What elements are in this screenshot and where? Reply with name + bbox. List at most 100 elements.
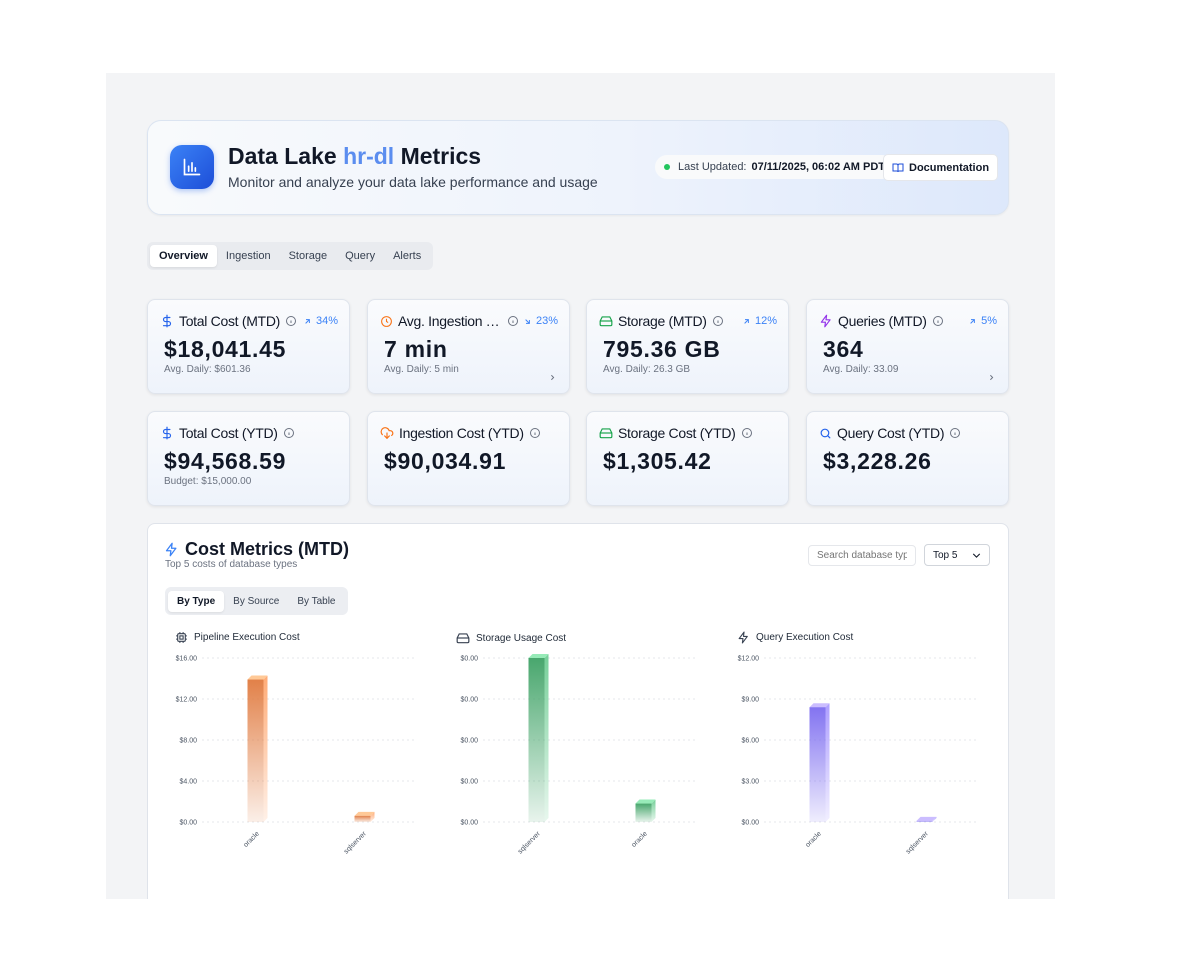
tab-storage[interactable]: Storage: [288, 250, 328, 262]
metric-label: Total Cost (YTD): [179, 425, 278, 441]
title-accent: hr-dl: [343, 143, 395, 169]
title-prefix: Data Lake: [228, 143, 337, 169]
metric-card-total-cost-mtd[interactable]: Total Cost (MTD) 34% $18,041.45 Avg. Dai…: [147, 299, 350, 394]
metric-label: Query Cost (YTD): [837, 425, 945, 441]
chart-plot: $0.00 $3.00 $6.00 $9.00 $12.00 oracle sqlserve…: [738, 656, 978, 856]
y-tick-label: $16.00: [176, 656, 198, 663]
main-tabs: Overview Ingestion Storage Query Alerts: [147, 242, 434, 270]
metric-card-ingestion-cost-ytd[interactable]: Ingestion Cost (YTD) $90,034.91: [367, 411, 570, 506]
info-icon[interactable]: [949, 427, 961, 439]
search-database-type-input[interactable]: [808, 545, 916, 566]
tab-alerts[interactable]: Alerts: [393, 250, 422, 262]
y-tick-label: $0.00: [460, 820, 478, 827]
trend-indicator: 5%: [968, 315, 997, 327]
page-title: Data Lake hr-dl Metrics: [228, 143, 481, 170]
metric-card-queries-mtd[interactable]: Queries (MTD) 5% 364 Avg. Daily: 33.09: [806, 299, 1009, 394]
tab-overview[interactable]: Overview: [150, 245, 217, 267]
trend-indicator: 23%: [523, 315, 558, 327]
chevron-down-icon: [972, 552, 981, 558]
metric-card-avg-ingestion-time[interactable]: Avg. Ingestion Time 23% 7 min Avg. Daily…: [367, 299, 570, 394]
top-n-select-value: Top 5: [933, 549, 958, 561]
top-n-select[interactable]: Top 5: [924, 544, 990, 566]
chart-title: Pipeline Execution Cost: [175, 631, 300, 644]
dollar-icon: [162, 426, 172, 440]
bar-top: [247, 675, 268, 680]
metric-value: 795.36 GB: [603, 336, 721, 362]
info-icon[interactable]: [932, 315, 944, 327]
cost-tabs: By Type By Source By Table: [165, 587, 348, 615]
arrow-up-right-icon: [744, 318, 749, 324]
trend-value: 34%: [315, 315, 338, 327]
cost-panel-subtitle: Top 5 costs of database types: [165, 559, 298, 570]
trend-indicator: 12%: [742, 315, 777, 327]
bar-top: [809, 703, 830, 708]
zap-icon: [820, 314, 831, 328]
metric-card-query-cost-ytd[interactable]: Query Cost (YTD) $3,228.26: [806, 411, 1009, 506]
metric-label: Ingestion Cost (YTD): [399, 425, 524, 441]
metric-card-storage-mtd[interactable]: Storage (MTD) 12% 795.36 GB Avg. Daily: …: [586, 299, 789, 394]
info-icon[interactable]: [741, 427, 753, 439]
query-execution-cost-chart: Query Execution Cost $0.00 $3.00 $6.00 $9.0…: [726, 628, 996, 868]
tab-query[interactable]: Query: [345, 250, 376, 262]
bar-sqlserver[interactable]: [354, 815, 371, 822]
y-tick-label: $0.00: [179, 820, 197, 827]
hard-drive-icon: [599, 428, 613, 439]
bar-oracle[interactable]: [635, 803, 652, 822]
page-header: Data Lake hr-dl Metrics Monitor and anal…: [147, 120, 1009, 215]
info-icon[interactable]: [712, 315, 724, 327]
metric-card-total-cost-ytd[interactable]: Total Cost (YTD) $94,568.59 Budget: $15,…: [147, 411, 350, 506]
metric-label: Total Cost (MTD): [179, 313, 280, 329]
chart-plot: $0.00 $0.00 $0.00 $0.00 $0.00 sqlserver oracle: [460, 654, 697, 856]
x-tick-label: sqlserver: [343, 830, 369, 856]
trend-value: 12%: [754, 315, 777, 327]
chart-title-text: Pipeline Execution Cost: [194, 632, 300, 643]
bar-top: [635, 799, 656, 804]
metric-sub: Avg. Daily: $601.36: [164, 364, 251, 375]
metric-value: $1,305.42: [603, 448, 712, 474]
search-icon: [820, 428, 831, 438]
bar-side: [263, 675, 268, 822]
info-icon[interactable]: [285, 315, 297, 327]
bar-oracle[interactable]: [247, 679, 264, 822]
y-tick-label: $0.00: [460, 656, 478, 663]
dollar-icon: [162, 314, 172, 328]
pipeline-execution-cost-chart: Pipeline Execution Cost $0.00 $4.00 $8.00 $…: [164, 628, 434, 868]
x-tick-label: oracle: [804, 830, 823, 849]
title-suffix: Metrics: [400, 143, 482, 169]
y-tick-label: $0.00: [460, 738, 478, 745]
tab-by-source[interactable]: By Source: [233, 595, 280, 607]
info-icon[interactable]: [283, 427, 295, 439]
y-tick-label: $0.00: [460, 697, 478, 704]
metric-value: $18,041.45: [164, 336, 287, 362]
chevron-right-icon[interactable]: [987, 373, 996, 382]
info-icon[interactable]: [529, 427, 541, 439]
y-tick-label: $0.00: [460, 779, 478, 786]
cost-panel-title: Cost Metrics (MTD): [164, 539, 349, 560]
tab-by-table[interactable]: By Table: [297, 595, 336, 607]
last-updated-badge: Last Updated: 07/11/2025, 06:02 AM PDT: [655, 155, 895, 179]
cost-panel-title-text: Cost Metrics (MTD): [185, 539, 350, 559]
chevron-right-icon[interactable]: [548, 373, 557, 382]
storage-usage-cost-chart: Storage Usage Cost $0.00 $0.00 $0.00 $0.00 $…: [445, 628, 715, 868]
last-updated-value: 07/11/2025, 06:02 AM PDT: [751, 161, 886, 173]
bar-sqlserver[interactable]: [528, 658, 545, 822]
metric-card-storage-cost-ytd[interactable]: Storage Cost (YTD) $1,305.42: [586, 411, 789, 506]
y-tick-label: $12.00: [176, 697, 198, 704]
bar-side: [544, 654, 549, 822]
y-tick-label: $12.00: [738, 656, 760, 663]
documentation-button[interactable]: Documentation: [883, 154, 999, 181]
zap-icon: [738, 631, 748, 644]
metric-sub: Budget: $15,000.00: [164, 476, 252, 487]
hard-drive-icon: [456, 633, 470, 644]
info-icon[interactable]: [507, 315, 519, 327]
arrow-up-right-icon: [305, 318, 310, 324]
metric-sub: Avg. Daily: 33.09: [823, 364, 899, 375]
tab-ingestion[interactable]: Ingestion: [225, 250, 271, 262]
bar-sqlserver[interactable]: [916, 820, 933, 822]
metric-value: $94,568.59: [164, 448, 287, 474]
tab-by-type[interactable]: By Type: [168, 590, 225, 612]
bar-oracle[interactable]: [809, 707, 826, 822]
bar-side: [825, 703, 830, 822]
bar-side: [370, 811, 375, 822]
metric-sub: Avg. Daily: 5 min: [384, 364, 459, 375]
